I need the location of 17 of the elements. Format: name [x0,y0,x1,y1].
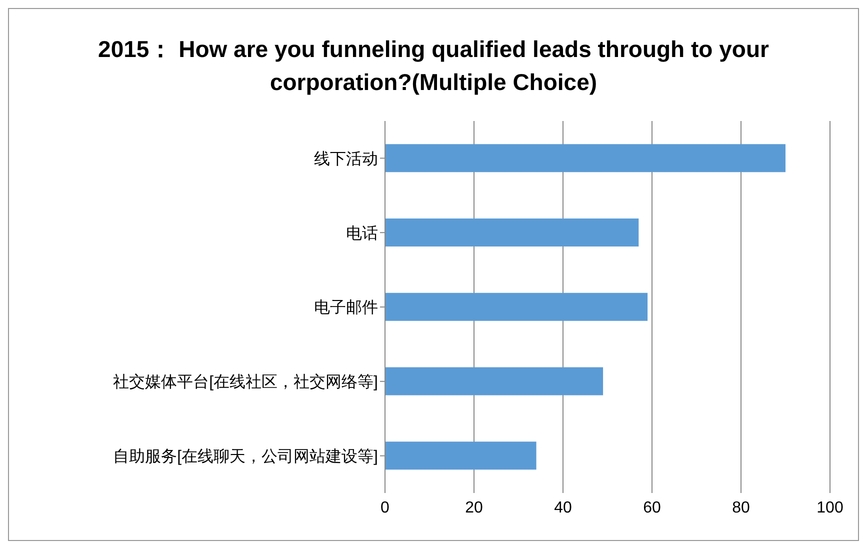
bar [385,144,786,172]
x-tick-label: 0 [380,499,390,516]
y-tick-label: 电子邮件 [314,298,378,317]
y-tick-label: 自助服务[在线聊天，公司网站建设等] [113,447,378,466]
bar [385,292,648,321]
x-tick-label: 100 [816,499,844,516]
bar [385,218,639,246]
x-tick-label: 80 [732,499,750,516]
bar [385,442,536,470]
x-tick-label: 20 [465,499,483,516]
y-tick-label: 社交媒体平台[在线社区，社交网络等] [113,373,378,392]
chart-title: 2015： How are you funneling qualified leads through to your corporation?(Multiple Choice) [97,35,770,97]
y-tick-label: 线下活动 [314,150,378,168]
bar [385,367,604,396]
x-tick-label: 40 [554,499,572,516]
x-tick-label: 60 [643,499,661,516]
y-tick-label: 电话 [346,224,378,242]
